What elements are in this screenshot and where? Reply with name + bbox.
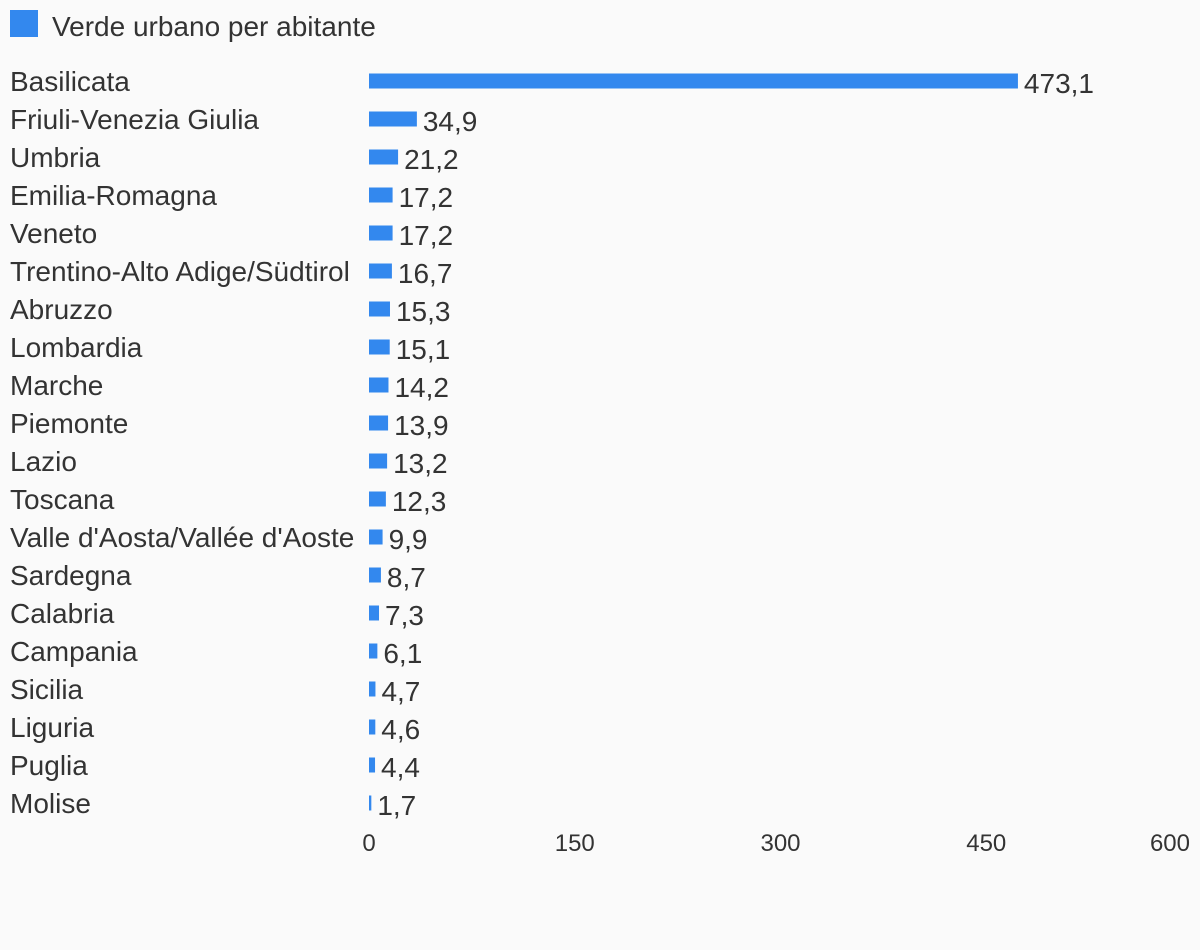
category-label-veneto: Veneto (10, 218, 97, 249)
value-label-friuli-venezia-giulia: 34,9 (423, 106, 478, 137)
bar-abruzzo (369, 301, 390, 317)
value-label-liguria: 4,6 (381, 714, 420, 745)
category-label-campania: Campania (10, 636, 138, 667)
bar-marche (369, 377, 389, 393)
value-label-umbria: 21,2 (404, 144, 459, 175)
category-label-umbria: Umbria (10, 142, 101, 173)
value-label-trentino-alto-adige-sudtirol: 16,7 (398, 258, 453, 289)
value-label-puglia: 4,4 (381, 752, 420, 783)
x-tick-label-150: 150 (555, 830, 595, 857)
category-label-friuli-venezia-giulia: Friuli-Venezia Giulia (10, 104, 259, 135)
category-label-lombardia: Lombardia (10, 332, 143, 363)
category-label-basilicata: Basilicata (10, 66, 130, 97)
value-labels: 473,1 34,9 21,2 17,2 17,2 16,7 15,3 15,1 14,2 13,… (377, 68, 1094, 821)
value-label-marche: 14,2 (394, 372, 449, 403)
bar-lazio (369, 453, 388, 469)
category-label-trentino-alto-adige-sudtirol: Trentino-Alto Adige/Südtirol (10, 256, 350, 287)
value-label-abruzzo: 15,3 (396, 296, 451, 327)
value-label-veneto: 17,2 (399, 220, 454, 251)
category-label-emilia-romagna: Emilia-Romagna (10, 180, 217, 211)
legend-swatch (10, 10, 38, 37)
bar-liguria (369, 719, 376, 735)
x-tick-label-450: 450 (966, 830, 1006, 857)
bar-emilia-romagna (369, 187, 393, 203)
value-label-calabria: 7,3 (385, 600, 424, 631)
category-label-toscana: Toscana (10, 484, 115, 515)
category-label-puglia: Puglia (10, 750, 88, 781)
value-label-emilia-romagna: 17,2 (399, 182, 454, 213)
x-axis: 0 150 300 450 600 (362, 830, 1190, 857)
category-label-abruzzo: Abruzzo (10, 294, 113, 325)
legend: Verde urbano per abitante (10, 10, 376, 42)
category-label-molise: Molise (10, 788, 91, 819)
value-label-valle-d-aosta-vallee-d-aoste: 9,9 (389, 524, 428, 555)
value-label-molise: 1,7 (377, 790, 416, 821)
bar-lombardia (369, 339, 390, 355)
value-label-piemonte: 13,9 (394, 410, 449, 441)
value-label-lombardia: 15,1 (396, 334, 451, 365)
legend-label: Verde urbano per abitante (52, 11, 376, 42)
category-label-piemonte: Piemonte (10, 408, 128, 439)
x-tick-label-600: 600 (1150, 830, 1190, 857)
x-tick-label-300: 300 (760, 830, 800, 857)
value-label-sardegna: 8,7 (387, 562, 426, 593)
value-label-campania: 6,1 (383, 638, 422, 669)
value-label-basilicata: 473,1 (1024, 68, 1094, 99)
bar-veneto (369, 225, 393, 241)
category-label-sardegna: Sardegna (10, 560, 132, 591)
category-label-lazio: Lazio (10, 446, 77, 477)
bar-piemonte (369, 415, 389, 431)
category-label-calabria: Calabria (10, 598, 115, 629)
value-label-sicilia: 4,7 (381, 676, 420, 707)
bar-toscana (369, 491, 386, 507)
bar-friuli-venezia-giulia (369, 111, 417, 127)
category-label-valle-d-aosta-vallee-d-aoste: Valle d'Aosta/Vallée d'Aoste (10, 522, 354, 553)
x-tick-label-0: 0 (362, 830, 375, 857)
bar-umbria (369, 149, 399, 165)
category-label-sicilia: Sicilia (10, 674, 84, 705)
bar-trentino-alto-adige-sudtirol (369, 263, 392, 279)
category-labels: Basilicata Friuli-Venezia Giulia Umbria Emi… (10, 66, 354, 819)
bar-calabria (369, 605, 380, 621)
bar-basilicata (369, 73, 1018, 89)
bar-campania (369, 643, 378, 659)
bar-sardegna (369, 567, 381, 583)
category-label-marche: Marche (10, 370, 103, 401)
bar-sicilia (369, 681, 376, 697)
bar-valle-d-aosta-vallee-d-aoste (369, 529, 383, 545)
value-label-toscana: 12,3 (392, 486, 447, 517)
bars (369, 73, 1018, 811)
category-label-liguria: Liguria (10, 712, 94, 743)
bar-puglia (369, 757, 376, 773)
value-label-lazio: 13,2 (393, 448, 448, 479)
bar-molise (369, 795, 372, 811)
